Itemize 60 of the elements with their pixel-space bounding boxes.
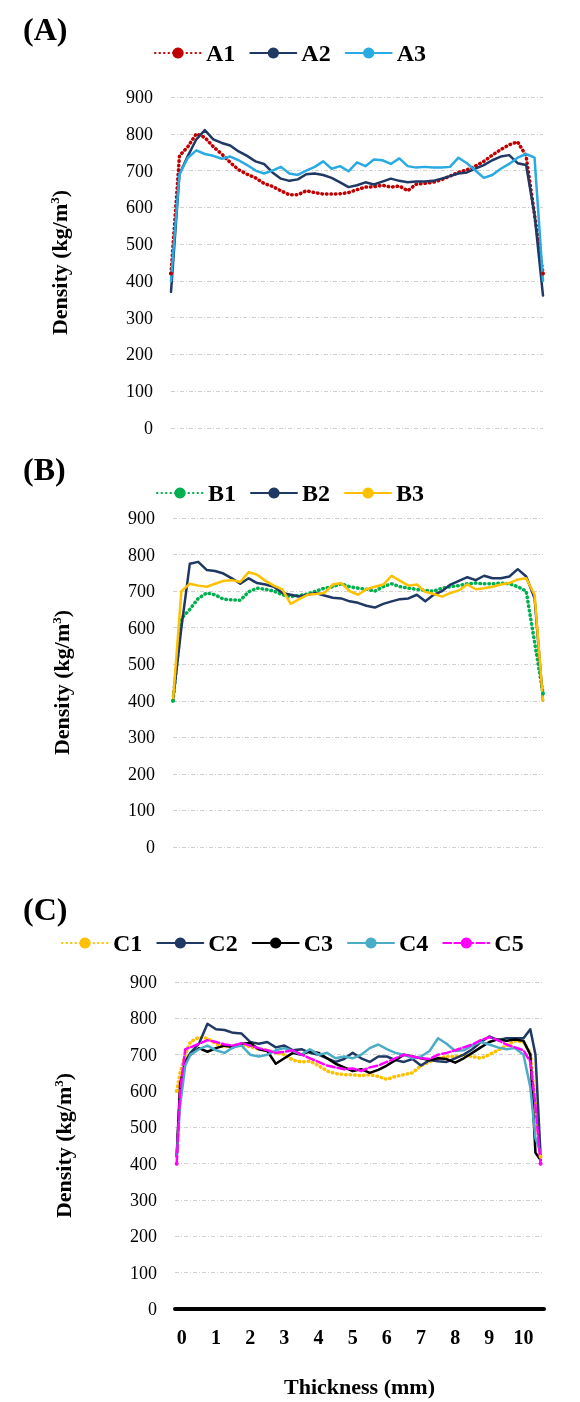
legend-label: B2 — [302, 480, 331, 506]
legend-label: A3 — [396, 40, 427, 66]
y-tick-label: 400 — [128, 690, 155, 711]
legend-label: C2 — [208, 930, 238, 956]
x-tick-label: 0 — [176, 1326, 187, 1348]
x-tick-label: 9 — [484, 1326, 495, 1348]
x-tick-label: 2 — [245, 1326, 256, 1348]
x-tick-label: 8 — [450, 1326, 461, 1348]
y-tick-label: 200 — [128, 763, 155, 784]
y-tick-label: 300 — [128, 727, 155, 748]
x-tick-label: 4 — [313, 1326, 324, 1348]
y-axis-title: Density (kg/m3) — [49, 609, 74, 756]
y-tick-label: 0 — [146, 837, 155, 857]
y-tick-label: 100 — [130, 1262, 157, 1283]
legend-label: C1 — [113, 930, 143, 956]
x-tick-label: 5 — [347, 1326, 358, 1348]
y-tick-label: 900 — [128, 508, 155, 528]
y-tick-label: 900 — [130, 972, 157, 992]
y-tick-label: 700 — [128, 581, 155, 602]
x-tick-label: 7 — [416, 1326, 426, 1348]
y-tick-label: 500 — [126, 234, 153, 255]
chart-title: (A) — [23, 11, 68, 47]
y-axis-title: Density (kg/m3) — [47, 189, 72, 336]
y-tick-label: 100 — [128, 800, 155, 821]
y-axis-title: Density (kg/m3) — [51, 1072, 76, 1219]
x-tick-label: 10 — [513, 1326, 534, 1348]
legend-label: C4 — [399, 930, 429, 956]
legend-label: B1 — [207, 480, 236, 506]
x-axis-title: Thickness (mm) — [284, 1373, 435, 1399]
y-tick-label: 0 — [144, 418, 153, 438]
y-tick-label: 500 — [130, 1117, 157, 1138]
y-tick-label: 400 — [126, 270, 153, 291]
y-tick-label: 600 — [126, 197, 153, 218]
legend-label: C5 — [494, 930, 524, 956]
legend-label: C3 — [303, 930, 334, 956]
x-tick-label: 6 — [381, 1326, 392, 1348]
y-tick-label: 700 — [130, 1044, 157, 1065]
legend-label: A2 — [301, 40, 331, 66]
y-tick-label: 200 — [126, 344, 153, 365]
y-tick-label: 600 — [128, 617, 155, 638]
line-series — [169, 149, 545, 283]
y-tick-label: 500 — [128, 654, 155, 675]
chart-title: (C) — [23, 891, 68, 927]
x-tick-label: 3 — [279, 1326, 290, 1348]
legend-label: B3 — [396, 480, 425, 506]
y-tick-label: 700 — [126, 160, 153, 181]
y-tick-label: 300 — [130, 1190, 157, 1210]
x-tick-label: 1 — [211, 1326, 221, 1348]
y-tick-label: 600 — [130, 1081, 157, 1101]
y-tick-label: 100 — [126, 381, 153, 402]
y-tick-label: 400 — [130, 1153, 157, 1174]
legend-label: A1 — [206, 40, 236, 66]
y-tick-label: 300 — [126, 307, 153, 328]
y-tick-label: 800 — [128, 544, 155, 565]
y-tick-label: 800 — [130, 1008, 157, 1029]
y-tick-label: 900 — [126, 87, 153, 107]
y-tick-label: 0 — [148, 1299, 157, 1319]
y-tick-label: 800 — [126, 123, 153, 144]
chart-title: (B) — [23, 451, 66, 487]
y-tick-label: 200 — [130, 1226, 157, 1247]
